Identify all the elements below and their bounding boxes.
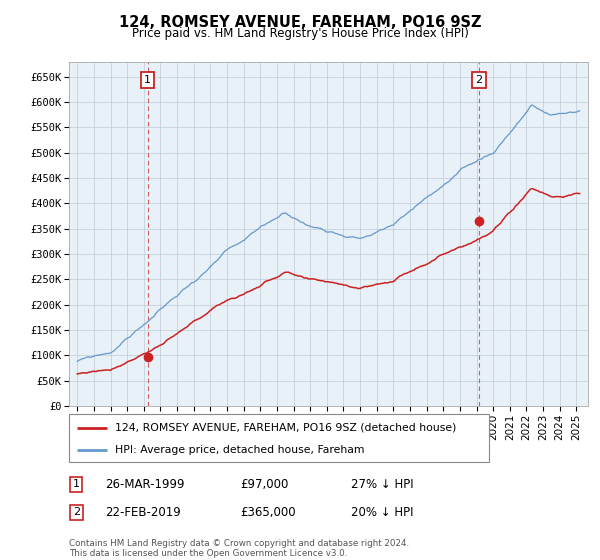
Text: 2: 2 bbox=[475, 76, 482, 85]
Text: 22-FEB-2019: 22-FEB-2019 bbox=[105, 506, 181, 519]
Text: 26-MAR-1999: 26-MAR-1999 bbox=[105, 478, 185, 491]
Text: 27% ↓ HPI: 27% ↓ HPI bbox=[351, 478, 413, 491]
Text: 1: 1 bbox=[73, 479, 80, 489]
Text: Price paid vs. HM Land Registry's House Price Index (HPI): Price paid vs. HM Land Registry's House … bbox=[131, 27, 469, 40]
Text: 124, ROMSEY AVENUE, FAREHAM, PO16 9SZ (detached house): 124, ROMSEY AVENUE, FAREHAM, PO16 9SZ (d… bbox=[115, 423, 457, 433]
Text: 20% ↓ HPI: 20% ↓ HPI bbox=[351, 506, 413, 519]
Text: Contains HM Land Registry data © Crown copyright and database right 2024.
This d: Contains HM Land Registry data © Crown c… bbox=[69, 539, 409, 558]
Text: 2: 2 bbox=[73, 507, 80, 517]
Text: £365,000: £365,000 bbox=[240, 506, 296, 519]
FancyBboxPatch shape bbox=[69, 414, 489, 462]
Text: HPI: Average price, detached house, Fareham: HPI: Average price, detached house, Fare… bbox=[115, 445, 365, 455]
Text: £97,000: £97,000 bbox=[240, 478, 289, 491]
Text: 1: 1 bbox=[144, 76, 151, 85]
Text: 124, ROMSEY AVENUE, FAREHAM, PO16 9SZ: 124, ROMSEY AVENUE, FAREHAM, PO16 9SZ bbox=[119, 15, 481, 30]
